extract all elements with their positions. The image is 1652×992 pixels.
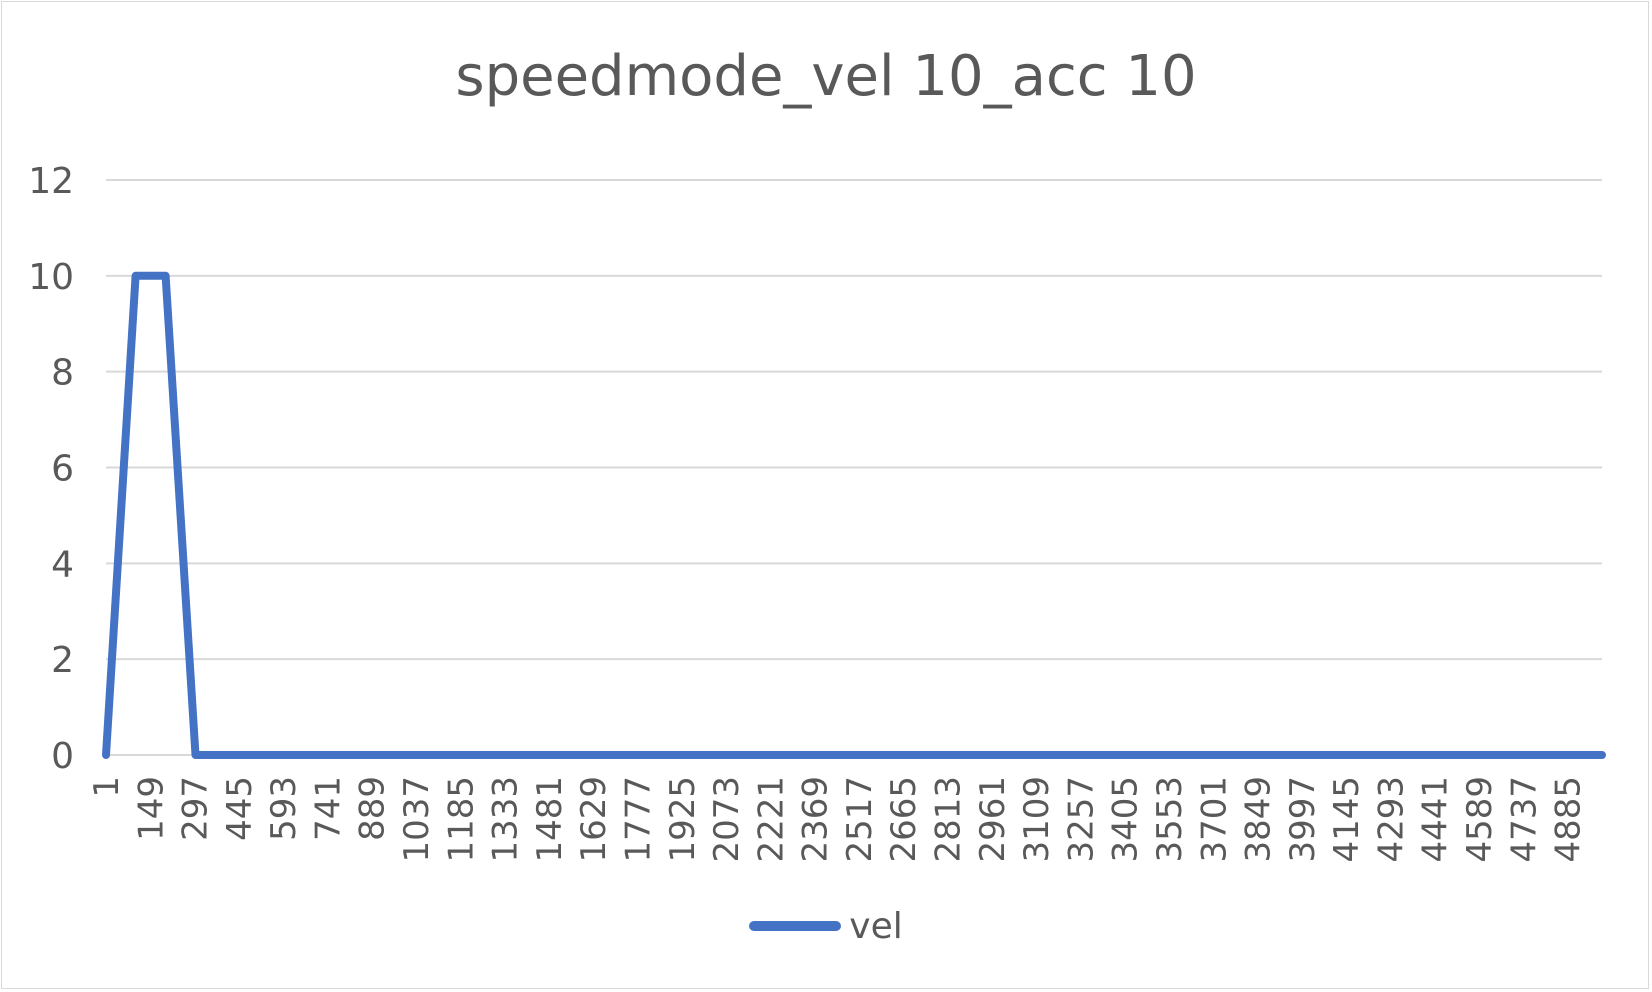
x-tick-label: 1037 bbox=[397, 776, 437, 863]
x-axis-tick-labels: 1 149 297 445 593 741 889 1037 1185 1333 1481 1629 1… bbox=[87, 776, 1589, 863]
legend: vel bbox=[0, 900, 1652, 952]
x-tick-label: 2369 bbox=[796, 776, 836, 863]
x-tick-label: 445 bbox=[220, 776, 260, 841]
y-tick-label: 4 bbox=[51, 544, 74, 585]
x-tick-label: 1777 bbox=[618, 776, 658, 863]
x-tick-label: 3997 bbox=[1283, 776, 1323, 863]
x-tick-label: 593 bbox=[264, 776, 304, 841]
x-tick-label: 2813 bbox=[929, 776, 969, 863]
x-tick-label: 2665 bbox=[884, 776, 924, 863]
x-tick-label: 4441 bbox=[1416, 776, 1456, 863]
y-tick-label: 2 bbox=[51, 640, 74, 681]
x-tick-label: 4885 bbox=[1549, 776, 1589, 863]
x-tick-label: 1481 bbox=[530, 776, 570, 863]
y-tick-label: 0 bbox=[51, 736, 74, 777]
series-layer bbox=[102, 271, 1606, 759]
legend-label-vel: vel bbox=[849, 905, 903, 947]
series-line-vel bbox=[102, 271, 1606, 759]
x-tick-label: 2073 bbox=[707, 776, 747, 863]
x-tick-label: 1925 bbox=[663, 776, 703, 863]
x-tick-label: 3701 bbox=[1194, 776, 1234, 863]
x-tick-label: 1629 bbox=[574, 776, 614, 863]
x-tick-label: 889 bbox=[353, 776, 393, 841]
legend-swatch-vel bbox=[749, 921, 842, 931]
x-tick-label: 4589 bbox=[1460, 776, 1500, 863]
y-axis-tick-labels: 0 2 4 6 8 10 12 bbox=[28, 161, 74, 777]
x-tick-label: 3257 bbox=[1061, 776, 1101, 863]
x-tick-label: 297 bbox=[176, 776, 216, 841]
y-tick-label: 6 bbox=[51, 449, 74, 490]
x-tick-label: 3553 bbox=[1150, 776, 1190, 863]
x-tick-label: 3849 bbox=[1239, 776, 1279, 863]
x-tick-label: 4737 bbox=[1504, 776, 1544, 863]
chart-title: speedmode_vel 10_acc 10 bbox=[455, 44, 1197, 109]
y-tick-label: 12 bbox=[28, 161, 74, 202]
x-tick-label: 149 bbox=[131, 776, 171, 841]
y-tick-label: 10 bbox=[28, 257, 74, 298]
y-tick-label: 8 bbox=[51, 353, 74, 394]
x-tick-label: 3405 bbox=[1106, 776, 1146, 863]
x-tick-label: 1 bbox=[87, 776, 127, 798]
x-tick-label: 2961 bbox=[973, 776, 1013, 863]
gridlines bbox=[106, 179, 1602, 661]
x-tick-label: 741 bbox=[308, 776, 348, 841]
x-tick-label: 4145 bbox=[1327, 776, 1367, 863]
x-tick-label: 3109 bbox=[1017, 776, 1057, 863]
x-tick-label: 1185 bbox=[441, 776, 481, 863]
x-tick-label: 1333 bbox=[486, 776, 526, 863]
x-tick-label: 4293 bbox=[1371, 776, 1411, 863]
x-tick-label: 2221 bbox=[751, 776, 791, 863]
x-tick-label: 2517 bbox=[840, 776, 880, 863]
